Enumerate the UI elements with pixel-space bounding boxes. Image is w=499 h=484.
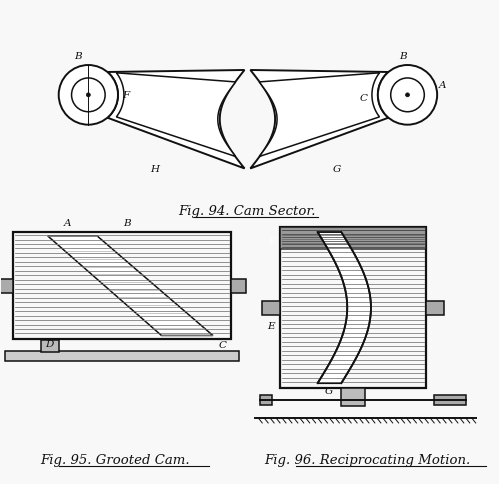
Bar: [260, 395, 272, 405]
Bar: [5, 352, 239, 362]
Text: Fig. 95. Grooted Cam.: Fig. 95. Grooted Cam.: [40, 453, 190, 466]
Bar: [280, 227, 426, 249]
Text: E: E: [267, 321, 275, 330]
Bar: [280, 227, 426, 388]
Bar: [434, 395, 466, 405]
Bar: [262, 301, 280, 315]
Text: Fig. 94. Cam Sector.: Fig. 94. Cam Sector.: [179, 205, 316, 218]
Text: C: C: [360, 93, 368, 103]
Text: G: G: [324, 386, 332, 395]
Bar: [426, 301, 444, 315]
Text: A: A: [439, 81, 447, 90]
Text: B: B: [123, 219, 131, 227]
Polygon shape: [259, 74, 379, 157]
Circle shape: [86, 94, 90, 98]
Circle shape: [59, 66, 118, 125]
Text: C: C: [219, 341, 227, 349]
Text: H: H: [150, 165, 159, 174]
Circle shape: [378, 66, 437, 125]
Polygon shape: [107, 71, 245, 169]
Polygon shape: [250, 71, 388, 169]
Bar: [0, 279, 13, 293]
Text: F: F: [268, 237, 275, 245]
Bar: [13, 233, 231, 340]
Text: A: A: [64, 219, 71, 227]
Polygon shape: [116, 74, 236, 157]
Text: Fig. 96. Reciprocating Motion.: Fig. 96. Reciprocating Motion.: [264, 453, 470, 466]
Circle shape: [391, 79, 424, 112]
Text: G: G: [333, 165, 341, 174]
Polygon shape: [317, 233, 371, 383]
Text: D: D: [45, 340, 53, 348]
Text: F: F: [122, 91, 129, 100]
Circle shape: [406, 94, 410, 98]
Circle shape: [71, 79, 105, 112]
Bar: [41, 341, 59, 353]
Bar: [341, 388, 365, 406]
Text: B: B: [75, 52, 82, 61]
Text: B: B: [399, 52, 406, 61]
Polygon shape: [48, 237, 213, 336]
Bar: [231, 279, 247, 293]
